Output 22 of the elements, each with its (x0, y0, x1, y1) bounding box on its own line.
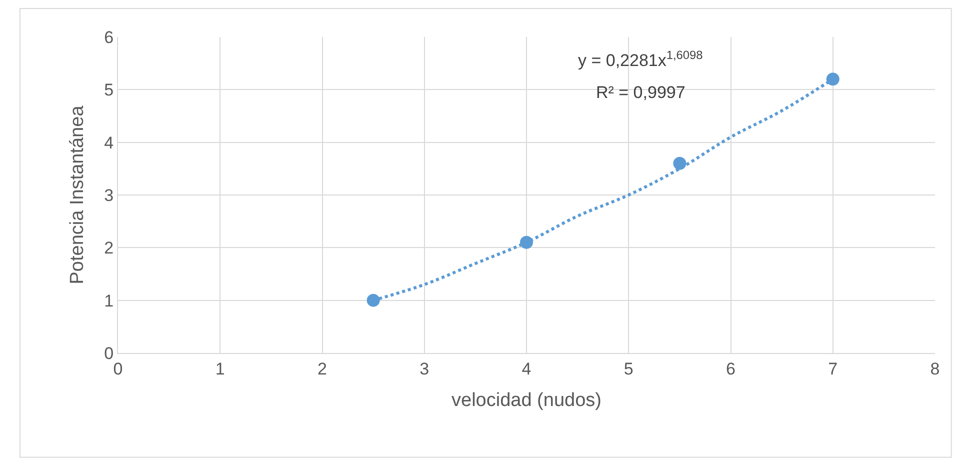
y-tick-label: 5 (104, 80, 114, 100)
annotation: R² = 0,9997 (596, 83, 686, 102)
y-tick-label: 3 (104, 186, 114, 205)
point (366, 294, 380, 307)
x-tick-label: 1 (215, 359, 225, 378)
y-tick-label: 4 (104, 133, 114, 152)
x-tick-label: 4 (522, 359, 532, 378)
point (826, 72, 840, 86)
x-tick-label: 2 (318, 359, 327, 378)
y-tick-label: 6 (104, 28, 114, 47)
annotation: y = 0,2281x$^{1,6098}$ (578, 48, 704, 70)
x-tick-label: 8 (930, 359, 940, 378)
x-tick-label: 5 (624, 359, 634, 378)
x-axis-title: velocidad (nudos) (452, 390, 602, 412)
y-tick-label: 0 (104, 344, 114, 363)
x-tick-label: 3 (420, 359, 430, 378)
y-tick-label: 1 (104, 291, 114, 310)
x-tick-label: 6 (726, 359, 736, 378)
x-tick-label: 7 (828, 359, 838, 378)
point (673, 156, 686, 170)
y-axis-title: Potencia Instantánea (66, 105, 88, 284)
y-tick-label: 2 (104, 238, 114, 258)
